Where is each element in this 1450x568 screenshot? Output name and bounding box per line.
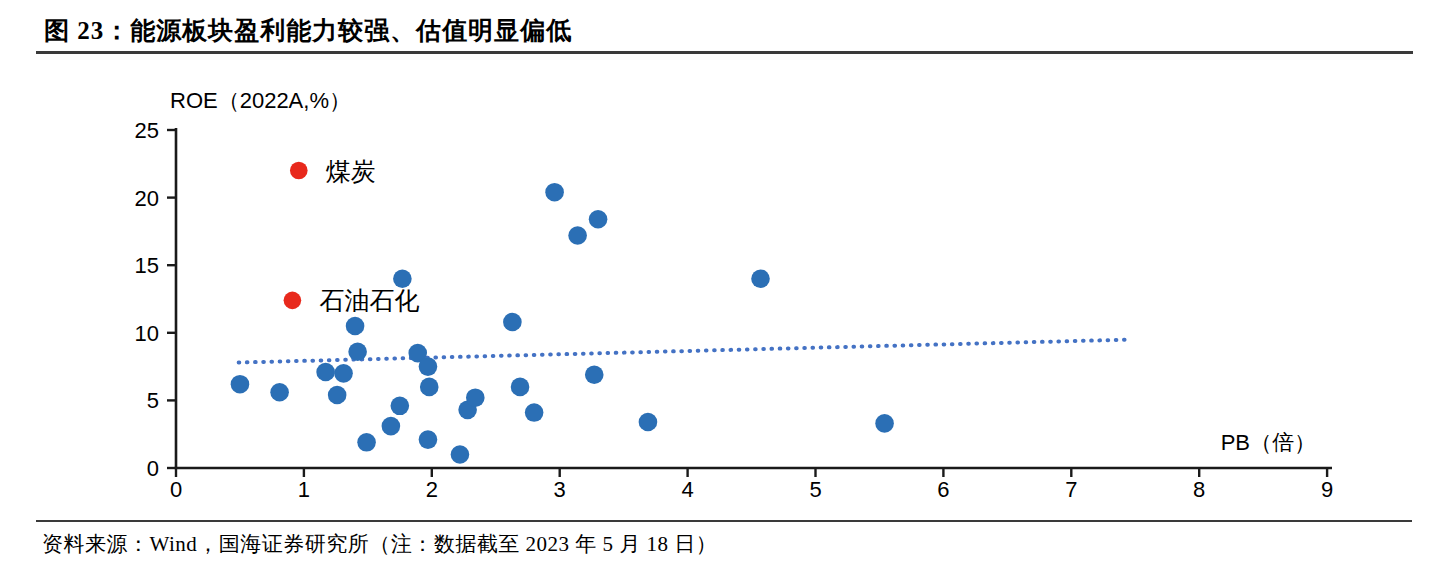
scatter-point	[231, 375, 250, 394]
highlight-point-煤炭	[290, 162, 308, 180]
scatter-point	[391, 397, 410, 416]
x-tick-label: 9	[1321, 477, 1333, 502]
scatter-point	[328, 386, 347, 405]
scatter-point	[419, 430, 438, 449]
scatter-point	[589, 210, 608, 229]
point-label-石油石化: 石油石化	[319, 287, 419, 314]
scatter-point	[639, 413, 658, 432]
scatter-point	[545, 183, 564, 202]
point-label-煤炭: 煤炭	[326, 158, 376, 185]
y-tick-label: 10	[135, 321, 159, 346]
x-tick-label: 1	[298, 477, 310, 502]
scatter-point	[875, 414, 894, 433]
scatter-point	[568, 226, 587, 245]
y-tick-label: 0	[147, 456, 159, 481]
scatter-point	[525, 403, 544, 422]
y-tick-label: 15	[135, 253, 159, 278]
roe-pb-scatter-chart: 0 1 2 3 4 5 6 7 8 9 0 5 10 15 20 25 ROE（2022A,%） PB（倍） 煤炭石…	[0, 0, 1450, 568]
y-tick-label: 25	[135, 118, 159, 143]
scatter-point	[346, 317, 365, 336]
scatter-point	[451, 445, 470, 464]
scatter-point	[357, 433, 376, 452]
x-tick-label: 4	[681, 477, 693, 502]
trend-line	[239, 340, 1132, 363]
scatter-point	[348, 342, 367, 361]
scatter-point	[503, 313, 522, 332]
scatter-point	[393, 269, 412, 288]
footer-divider	[36, 520, 1412, 522]
scatter-point	[420, 378, 439, 397]
source-note: 资料来源：Wind，国海证券研究所（注：数据截至 2023 年 5 月 18 日…	[42, 530, 717, 558]
x-tick-label: 5	[809, 477, 821, 502]
x-tick-label: 2	[426, 477, 438, 502]
x-tick-label: 3	[554, 477, 566, 502]
scatter-point	[334, 364, 353, 383]
scatter-point	[751, 269, 770, 288]
x-axis-title: PB（倍）	[1221, 430, 1316, 455]
y-tick-label: 20	[135, 186, 159, 211]
y-tick-label: 5	[147, 388, 159, 413]
x-tick-label: 7	[1065, 477, 1077, 502]
highlight-point-石油石化	[284, 292, 302, 310]
scatter-point	[511, 378, 530, 397]
report-figure-page: 图 23：能源板块盈利能力较强、估值明显偏低 01234567890510152…	[0, 0, 1450, 568]
scatter-point	[466, 388, 485, 407]
scatter-point	[419, 357, 438, 376]
scatter-point	[382, 417, 401, 436]
scatter-point	[316, 363, 335, 382]
x-tick-label: 8	[1193, 477, 1205, 502]
y-axis-title: ROE（2022A,%）	[170, 88, 351, 113]
scatter-point	[585, 365, 604, 384]
x-tick-label: 0	[170, 477, 182, 502]
x-tick-label: 6	[937, 477, 949, 502]
scatter-point	[270, 383, 289, 402]
